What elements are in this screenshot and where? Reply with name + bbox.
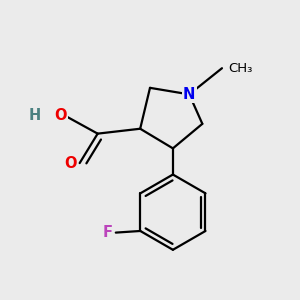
Text: H: H <box>28 108 40 123</box>
Text: N: N <box>183 87 195 102</box>
Text: O: O <box>54 108 67 123</box>
Text: CH₃: CH₃ <box>229 62 253 75</box>
Text: F: F <box>103 225 112 240</box>
Text: O: O <box>64 156 76 171</box>
